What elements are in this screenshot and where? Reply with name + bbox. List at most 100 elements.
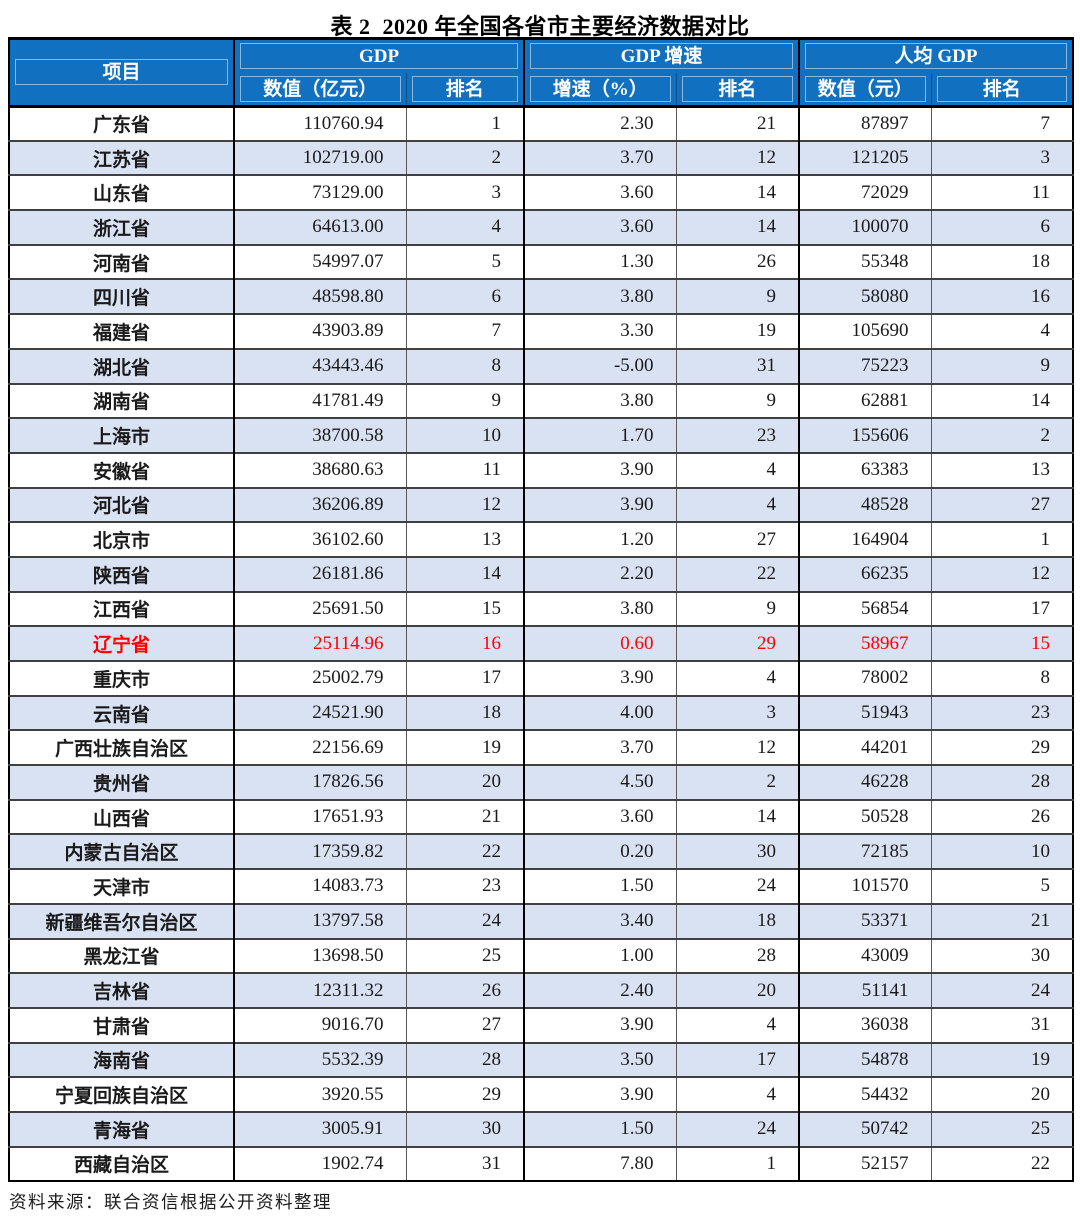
cell-gdp: 24521.90 bbox=[233, 694, 406, 731]
cell-per_capita: 105690 bbox=[798, 313, 932, 349]
cell-name: 河北省 bbox=[8, 486, 234, 523]
cell-name: 上海市 bbox=[8, 417, 234, 453]
cell-gdp_rank: 15 bbox=[405, 590, 525, 627]
cell-gdp: 64613.00 bbox=[233, 209, 406, 245]
cell-per_capita: 48528 bbox=[798, 486, 932, 523]
header-group-gdp-growth-label: GDP 增速 bbox=[530, 43, 794, 70]
cell-per_capita: 55348 bbox=[798, 243, 932, 280]
table-row: 广西壮族自治区 22156.69 19 3.70 12 44201 29 bbox=[8, 729, 1074, 766]
cell-per_capita_rank: 23 bbox=[930, 694, 1074, 731]
cell-gdp: 25002.79 bbox=[233, 660, 406, 696]
cell-per_capita: 155606 bbox=[798, 417, 932, 453]
cell-growth_rank: 30 bbox=[675, 833, 800, 870]
table-row: 黑龙江省 13698.50 25 1.00 28 43009 30 bbox=[8, 937, 1074, 974]
cell-growth_rank: 24 bbox=[675, 868, 800, 904]
table-row: 甘肃省 9016.70 27 3.90 4 36038 31 bbox=[8, 1006, 1074, 1043]
cell-gdp_rank: 26 bbox=[405, 972, 525, 1008]
cell-gdp: 1902.74 bbox=[233, 1145, 406, 1182]
cell-gdp_rank: 30 bbox=[405, 1110, 525, 1147]
cell-per_capita: 72029 bbox=[798, 174, 932, 211]
cell-growth: 3.60 bbox=[523, 174, 677, 211]
cell-per_capita: 53371 bbox=[798, 902, 932, 939]
cell-per_capita: 66235 bbox=[798, 555, 932, 592]
cell-per_capita_rank: 8 bbox=[930, 660, 1074, 696]
cell-growth: 0.60 bbox=[523, 625, 677, 661]
cell-growth: 3.90 bbox=[523, 1076, 677, 1112]
cell-per_capita: 100070 bbox=[798, 209, 932, 245]
cell-growth: 3.60 bbox=[523, 209, 677, 245]
cell-growth: 3.90 bbox=[523, 451, 677, 488]
table-row: 重庆市 25002.79 17 3.90 4 78002 8 bbox=[8, 660, 1074, 696]
cell-gdp: 13698.50 bbox=[233, 937, 406, 974]
cell-per_capita_rank: 16 bbox=[930, 278, 1074, 315]
cell-name: 陕西省 bbox=[8, 555, 234, 592]
table-row: 天津市 14083.73 23 1.50 24 101570 5 bbox=[8, 868, 1074, 904]
cell-growth_rank: 4 bbox=[675, 1076, 800, 1112]
cell-name: 四川省 bbox=[8, 278, 234, 315]
table-title: 表 2 2020 年全国各省市主要经济数据对比 bbox=[330, 14, 750, 39]
cell-growth: 1.50 bbox=[523, 1110, 677, 1147]
cell-name: 辽宁省 bbox=[8, 625, 234, 661]
cell-growth_rank: 4 bbox=[675, 451, 800, 488]
cell-growth: 2.40 bbox=[523, 972, 677, 1008]
cell-per_capita: 44201 bbox=[798, 729, 932, 766]
cell-growth: 0.20 bbox=[523, 833, 677, 870]
cell-gdp: 9016.70 bbox=[233, 1006, 406, 1043]
cell-gdp_rank: 7 bbox=[405, 313, 525, 349]
cell-name: 吉林省 bbox=[8, 972, 234, 1008]
cell-growth_rank: 4 bbox=[675, 486, 800, 523]
cell-name: 江苏省 bbox=[8, 139, 234, 176]
cell-gdp: 26181.86 bbox=[233, 555, 406, 592]
cell-per_capita_rank: 30 bbox=[930, 937, 1074, 974]
cell-per_capita_rank: 12 bbox=[930, 555, 1074, 592]
cell-growth: 4.50 bbox=[523, 764, 677, 800]
cell-per_capita: 72185 bbox=[798, 833, 932, 870]
cell-per_capita_rank: 21 bbox=[930, 902, 1074, 939]
cell-growth: 3.50 bbox=[523, 1041, 677, 1078]
cell-gdp_rank: 29 bbox=[405, 1076, 525, 1112]
cell-growth: 2.30 bbox=[523, 105, 677, 141]
cell-growth_rank: 14 bbox=[675, 174, 800, 211]
cell-growth: 3.70 bbox=[523, 729, 677, 766]
cell-per_capita_rank: 31 bbox=[930, 1006, 1074, 1043]
cell-gdp: 54997.07 bbox=[233, 243, 406, 280]
cell-per_capita_rank: 15 bbox=[930, 625, 1074, 661]
table-row: 贵州省 17826.56 20 4.50 2 46228 28 bbox=[8, 764, 1074, 800]
cell-per_capita: 56854 bbox=[798, 590, 932, 627]
cell-per_capita: 58967 bbox=[798, 625, 932, 661]
cell-per_capita: 43009 bbox=[798, 937, 932, 974]
cell-name: 湖北省 bbox=[8, 347, 234, 384]
cell-per_capita: 63383 bbox=[798, 451, 932, 488]
cell-gdp: 43443.46 bbox=[233, 347, 406, 384]
cell-per_capita: 58080 bbox=[798, 278, 932, 315]
table-row: 西藏自治区 1902.74 31 7.80 1 52157 22 bbox=[8, 1145, 1074, 1182]
cell-growth_rank: 4 bbox=[675, 660, 800, 696]
cell-name: 重庆市 bbox=[8, 660, 234, 696]
cell-gdp: 14083.73 bbox=[233, 868, 406, 904]
cell-growth: 1.00 bbox=[523, 937, 677, 974]
cell-per_capita_rank: 26 bbox=[930, 798, 1074, 835]
cell-gdp: 36206.89 bbox=[233, 486, 406, 523]
table-row: 浙江省 64613.00 4 3.60 14 100070 6 bbox=[8, 209, 1074, 245]
cell-growth: 3.60 bbox=[523, 798, 677, 835]
cell-gdp_rank: 28 bbox=[405, 1041, 525, 1078]
cell-per_capita: 164904 bbox=[798, 521, 932, 557]
cell-per_capita: 78002 bbox=[798, 660, 932, 696]
header-project: 项目 bbox=[8, 38, 234, 106]
table-row: 湖北省 43443.46 8 -5.00 31 75223 9 bbox=[8, 347, 1074, 384]
table-row: 上海市 38700.58 10 1.70 23 155606 2 bbox=[8, 417, 1074, 453]
header-growth-rank: 排名 bbox=[675, 72, 800, 106]
cell-gdp_rank: 9 bbox=[405, 382, 525, 419]
table-row: 辽宁省 25114.96 16 0.60 29 58967 15 bbox=[8, 625, 1074, 661]
cell-per_capita_rank: 1 bbox=[930, 521, 1074, 557]
cell-gdp_rank: 10 bbox=[405, 417, 525, 453]
cell-per_capita: 36038 bbox=[798, 1006, 932, 1043]
cell-growth: 3.90 bbox=[523, 660, 677, 696]
header-project-label: 项目 bbox=[15, 59, 228, 86]
cell-gdp: 3005.91 bbox=[233, 1110, 406, 1147]
cell-per_capita_rank: 22 bbox=[930, 1145, 1074, 1182]
table-row: 宁夏回族自治区 3920.55 29 3.90 4 54432 20 bbox=[8, 1076, 1074, 1112]
header-per-capita-value-label: 数值（元） bbox=[805, 75, 926, 102]
cell-per_capita: 75223 bbox=[798, 347, 932, 384]
